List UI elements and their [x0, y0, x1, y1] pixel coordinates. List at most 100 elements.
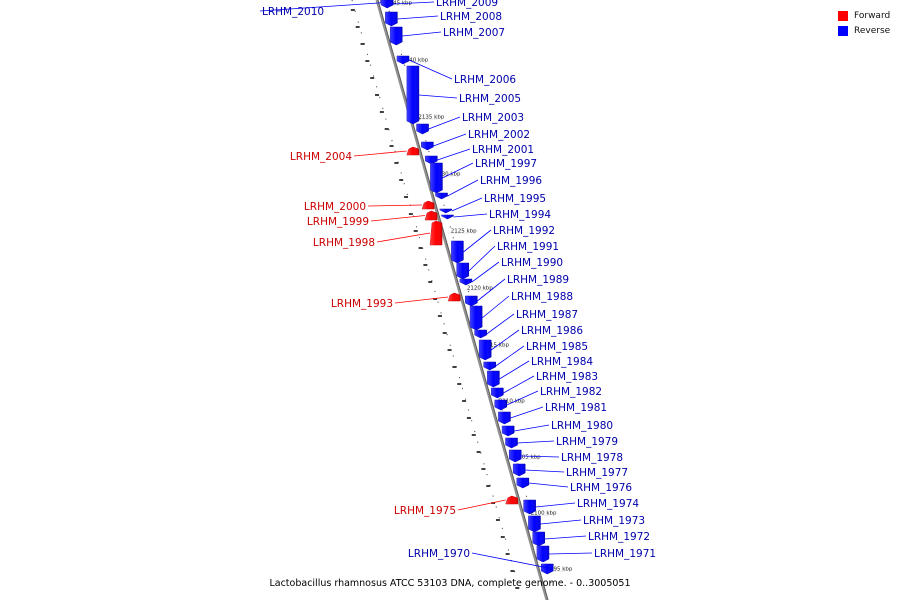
position-tick-label: 2130 kbp — [435, 172, 461, 178]
gene-leader-line — [486, 313, 515, 335]
gene-label: LRHM_1987 — [516, 309, 578, 321]
gene-label: LRHM_1975 — [394, 505, 456, 517]
gene-label: LRHM_1981 — [545, 402, 607, 414]
gene-box-shade — [483, 362, 496, 370]
gene-box-shade — [541, 564, 554, 574]
gene-leader-line — [442, 162, 474, 179]
legend-reverse: Reverse — [838, 23, 890, 38]
forward-swatch — [838, 10, 848, 21]
gene-box-shade — [425, 156, 438, 164]
gene-leader-line — [367, 204, 423, 207]
gene-label: LRHM_1996 — [480, 175, 542, 187]
gene-box-shade — [448, 293, 461, 301]
gene-leader-line — [477, 278, 506, 302]
gene-box-shade — [465, 296, 478, 306]
gene-label: LRHM_2006 — [454, 74, 516, 86]
position-tick-label: 2135 kbp — [418, 115, 444, 121]
gene-leader-line — [548, 552, 593, 555]
reverse-swatch — [838, 25, 848, 36]
position-tick-label: 2100 kbp — [531, 511, 557, 517]
legend-forward-label: Forward — [854, 10, 891, 21]
gene-box-shade — [430, 221, 443, 245]
position-tick-label: 2140 kbp — [402, 58, 428, 64]
gene-label: LRHM_1979 — [556, 436, 618, 448]
gene-label: LRHM_1978 — [561, 452, 623, 464]
gene-leader-line — [397, 15, 439, 20]
gene-box-shade — [487, 371, 500, 387]
gene-box-shade — [505, 438, 518, 448]
gene-leader-line — [521, 455, 560, 458]
sequence-backbone — [375, 0, 549, 600]
gene-label: LRHM_1994 — [489, 209, 551, 221]
gene-leader-line — [481, 295, 510, 319]
gene-box-shade — [459, 279, 472, 285]
gene-label: LRHM_1983 — [536, 371, 598, 383]
gene-label: LRHM_2008 — [440, 11, 502, 23]
gene-box-shade — [509, 450, 522, 462]
gene-label: LRHM_1991 — [497, 241, 559, 253]
position-tick-label: 2115 kbp — [483, 343, 509, 349]
gene-label: LRHM_2002 — [468, 129, 530, 141]
gene-leader-line — [394, 296, 449, 304]
gene-leader-line — [259, 1, 393, 12]
gene-box-shade — [491, 388, 504, 398]
gene-leader-line — [402, 31, 442, 37]
gene-leader-line — [544, 535, 587, 540]
gene-leader-line — [495, 345, 525, 367]
gene-leader-line — [353, 150, 407, 157]
gene-leader-line — [471, 261, 500, 283]
gene-box-shade — [532, 532, 545, 546]
gene-leader-line — [376, 232, 431, 243]
gene-box-shade — [406, 66, 419, 124]
position-tick-label: 2110 kbp — [499, 399, 525, 405]
gene-label: LRHM_1986 — [521, 325, 583, 337]
gene-leader-line — [525, 469, 565, 473]
gene-leader-line — [540, 519, 582, 525]
gene-leader-line — [528, 482, 569, 488]
gene-box-shade — [421, 142, 434, 150]
gene-label: LRHM_1974 — [577, 498, 639, 510]
gene-leader-line — [437, 148, 471, 161]
gene-box-shade — [536, 546, 549, 562]
sequence-caption: Lactobacillus rhamnosus ATCC 53103 DNA, … — [269, 578, 631, 589]
gene-label: LRHM_1992 — [493, 225, 555, 237]
gene-leader-line — [468, 245, 496, 272]
position-tick-label: 2120 kbp — [467, 286, 493, 292]
gene-leader-line — [453, 213, 488, 218]
gene-label: LRHM_2010 — [262, 6, 324, 18]
gene-label: LRHM_1971 — [594, 548, 656, 560]
legend: Forward Reverse — [838, 8, 890, 38]
gene-label: LRHM_1989 — [507, 274, 569, 286]
gene-label: LRHM_1985 — [526, 341, 588, 353]
gene-box-shade — [474, 330, 487, 338]
gene-leader-line — [428, 116, 461, 130]
sequence-backbone-edge — [377, 0, 549, 600]
gene-label: LRHM_2001 — [472, 144, 534, 156]
legend-reverse-label: Reverse — [854, 25, 891, 36]
gene-leader-line — [471, 552, 554, 570]
gene-box-shade — [416, 124, 429, 134]
gene-leader-line — [418, 94, 458, 99]
gene-leader-line — [490, 329, 520, 351]
gene-leader-line — [447, 179, 479, 197]
gene-leader-line — [433, 133, 467, 147]
position-tick-label: 2095 kbp — [547, 567, 573, 573]
gene-box-shade — [516, 478, 529, 488]
gene-box-shade — [456, 263, 469, 279]
gene-label: LRHM_1995 — [484, 193, 546, 205]
gene-label: LRHM_1980 — [551, 420, 613, 432]
gene-box-shade — [425, 211, 438, 220]
gene-label: LRHM_1997 — [475, 158, 537, 170]
gene-label: LRHM_1970 — [408, 548, 470, 560]
gene-leader-line — [514, 424, 550, 432]
gene-leader-line — [517, 440, 555, 444]
gene-label: LRHM_2003 — [462, 112, 524, 124]
gene-box-shade — [381, 0, 394, 8]
gene-box-shade — [430, 163, 443, 193]
gene-leader-line — [451, 197, 483, 212]
gene-label: LRHM_1976 — [570, 482, 632, 494]
gene-box-shade — [451, 241, 464, 263]
gene-leader-line — [463, 229, 492, 253]
gene-box-shade — [470, 306, 483, 330]
gene-box-shade — [390, 27, 403, 45]
